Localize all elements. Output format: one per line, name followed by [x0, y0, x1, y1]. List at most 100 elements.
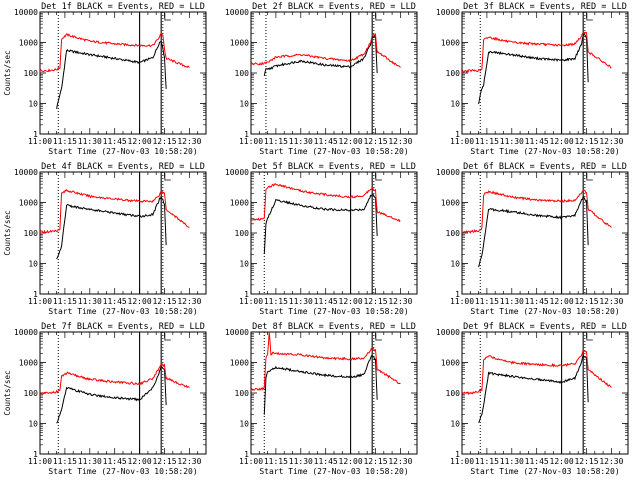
- panel-det-2f: Det 2f BLACK = Events, RED = LLD 1 10 100 10…: [225, 2, 418, 156]
- y-axis: 1 10 100 1000 10000: [436, 8, 628, 139]
- y-tick-label: 1: [455, 130, 460, 139]
- y-tick-label: 100: [24, 389, 39, 398]
- plot-frame: [250, 11, 418, 135]
- y-axis: 1 10 100 1000 10000: [14, 8, 206, 139]
- reference-lines: [479, 332, 593, 454]
- x-tick-label: 11:00: [239, 297, 263, 306]
- panel-title: Det 3f BLACK = Events, RED = LLD: [463, 2, 627, 12]
- x-tick-label: 11:00: [28, 137, 52, 146]
- reference-lines: [263, 172, 382, 294]
- x-tick-label: 11:15: [475, 457, 499, 466]
- y-tick-label: 1: [455, 450, 460, 459]
- x-axis: 11:00 11:15 11:30 11:45 12:00 12:15 12:30: [239, 172, 413, 306]
- plot-frame: [461, 171, 629, 295]
- y-tick-label: 1000: [230, 39, 249, 48]
- reference-lines: [57, 12, 171, 134]
- y-tick-label: 10000: [14, 168, 38, 177]
- x-tick-label: 11:30: [500, 297, 524, 306]
- x-tick-label: 12:15: [574, 137, 598, 146]
- lld-series-line: [251, 182, 401, 223]
- x-tick-label: 11:00: [28, 457, 52, 466]
- x-tick-label: 12:30: [599, 137, 623, 146]
- x-tick-label: 11:30: [78, 137, 102, 146]
- panel-det-9f: Det 9f BLACK = Events, RED = LLD 1 10 100 10…: [436, 322, 629, 476]
- series-group: [40, 363, 190, 424]
- y-tick-label: 1: [33, 450, 38, 459]
- events-series-line: [56, 40, 167, 109]
- y-tick-label: 1000: [230, 199, 249, 208]
- y-tick-label: 100: [446, 69, 461, 78]
- reference-lines: [265, 12, 382, 134]
- events-series-line: [478, 352, 589, 424]
- y-tick-label: 10: [28, 420, 38, 429]
- x-tick-label: 11:15: [53, 137, 77, 146]
- x-tick-label: 12:00: [550, 297, 574, 306]
- x-tick-label: 12:00: [550, 457, 574, 466]
- panel-title: Det 9f BLACK = Events, RED = LLD: [463, 322, 627, 332]
- x-tick-label: 11:00: [450, 137, 474, 146]
- x-axis: 11:00 11:15 11:30 11:45 12:00 12:15 12:30: [28, 12, 202, 146]
- x-axis-label: Start Time (27-Nov-03 10:58:20): [48, 307, 197, 316]
- y-axis-label: Counts/sec: [3, 370, 12, 415]
- x-tick-label: 11:45: [525, 457, 549, 466]
- lld-series-line: [462, 31, 612, 74]
- interval-bracket: [375, 173, 382, 181]
- x-tick-label: 12:15: [363, 457, 387, 466]
- y-tick-label: 100: [446, 229, 461, 238]
- y-axis: 1 10 100 1000 10000: [225, 328, 417, 459]
- x-axis: 11:00 11:15 11:30 11:45 12:00 12:15 12:30: [239, 12, 413, 146]
- y-tick-label: 10: [450, 260, 460, 269]
- y-tick-label: 1000: [230, 359, 249, 368]
- lld-series-line: [40, 363, 190, 395]
- y-tick-label: 1000: [19, 199, 38, 208]
- interval-bracket: [586, 333, 593, 341]
- x-tick-label: 11:45: [314, 457, 338, 466]
- x-tick-label: 11:30: [500, 137, 524, 146]
- y-tick-label: 10000: [225, 328, 249, 337]
- lld-series-line: [40, 32, 190, 73]
- y-axis: 1 10 100 1000 10000: [225, 8, 417, 139]
- x-tick-label: 12:15: [152, 297, 176, 306]
- x-tick-label: 12:00: [128, 297, 152, 306]
- y-tick-label: 1000: [19, 359, 38, 368]
- events-series-line: [263, 355, 378, 415]
- x-axis: 11:00 11:15 11:30 11:45 12:00 12:15 12:30: [450, 332, 624, 466]
- x-tick-label: 11:00: [450, 457, 474, 466]
- interval-bracket: [164, 13, 171, 21]
- x-tick-label: 12:30: [599, 297, 623, 306]
- y-tick-label: 1000: [19, 39, 38, 48]
- y-tick-label: 10000: [436, 328, 460, 337]
- x-tick-label: 11:15: [264, 137, 288, 146]
- events-series-line: [56, 195, 167, 260]
- y-tick-label: 100: [24, 69, 39, 78]
- y-axis: 1 10 100 1000 10000: [436, 328, 628, 459]
- y-tick-label: 100: [235, 389, 250, 398]
- y-axis: 1 10 100 1000 10000: [436, 168, 628, 299]
- lld-series-line: [462, 348, 612, 396]
- lld-series-line: [40, 189, 190, 234]
- y-tick-label: 100: [446, 389, 461, 398]
- interval-bracket: [164, 173, 171, 181]
- series-group: [462, 348, 612, 424]
- panel-det-1f: Det 1f BLACK = Events, RED = LLD 1 10 100 10…: [3, 2, 207, 156]
- lld-series-line: [251, 32, 401, 68]
- x-tick-label: 12:30: [177, 137, 201, 146]
- x-tick-label: 12:30: [177, 297, 201, 306]
- x-tick-label: 11:00: [28, 297, 52, 306]
- x-tick-label: 11:45: [103, 137, 127, 146]
- y-tick-label: 10000: [225, 168, 249, 177]
- x-tick-label: 12:15: [363, 137, 387, 146]
- y-axis-label: Counts/sec: [3, 50, 12, 95]
- y-tick-label: 10000: [14, 8, 38, 17]
- x-axis-label: Start Time (27-Nov-03 10:58:20): [259, 467, 408, 476]
- lld-series-line: [462, 189, 612, 234]
- reference-lines: [479, 172, 593, 294]
- interval-bracket: [375, 333, 382, 341]
- x-tick-label: 11:45: [103, 297, 127, 306]
- x-axis: 11:00 11:15 11:30 11:45 12:00 12:15 12:30: [450, 12, 624, 146]
- y-tick-label: 10: [239, 260, 249, 269]
- panel-title: Det 2f BLACK = Events, RED = LLD: [252, 2, 416, 12]
- x-tick-label: 12:30: [388, 297, 412, 306]
- series-group: [40, 32, 190, 109]
- interval-bracket: [586, 13, 593, 21]
